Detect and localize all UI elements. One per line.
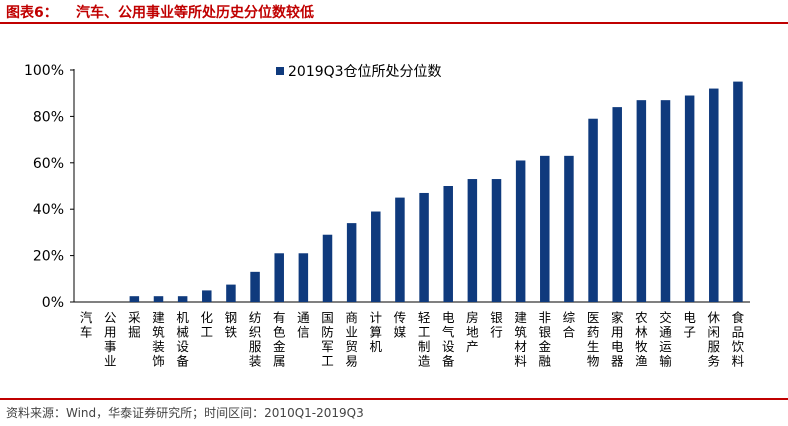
x-category-label: 电子 xyxy=(683,310,696,340)
bar xyxy=(443,186,453,302)
bar xyxy=(153,296,164,302)
x-category-label: 建筑装饰 xyxy=(152,310,165,369)
y-tick-labels: 0% 20% 40% 60% 80% 100% xyxy=(24,63,64,311)
x-category-label: 有色金属 xyxy=(273,310,286,369)
x-category-label: 通信 xyxy=(297,310,310,340)
x-category-label: 化工 xyxy=(201,310,214,340)
x-category-label: 医药生物 xyxy=(587,310,600,369)
y-tick-label: 0% xyxy=(42,295,64,311)
source-note: 资料来源：Wind，华泰证券研究所；时间区间：2010Q1-2019Q3 xyxy=(6,406,364,420)
x-category-label: 公用事业 xyxy=(104,310,117,369)
figure-label: 图表6： xyxy=(6,5,58,21)
bar xyxy=(226,284,236,302)
x-category-label: 计算机 xyxy=(370,310,383,354)
bar xyxy=(636,100,647,302)
bar xyxy=(274,253,284,302)
bar xyxy=(346,223,357,302)
figure-header: 图表6： 汽车、公用事业等所处历史分位数较低 xyxy=(0,0,788,22)
x-category-label: 商业贸易 xyxy=(345,310,358,369)
bar xyxy=(684,95,695,303)
bar xyxy=(588,118,598,302)
figure-title: 汽车、公用事业等所处历史分位数较低 xyxy=(76,5,314,21)
chart-axes xyxy=(70,69,750,303)
bar xyxy=(371,211,381,302)
x-category-label: 电气设备 xyxy=(442,310,455,369)
bar xyxy=(177,296,188,302)
x-category-label: 传媒 xyxy=(394,310,407,340)
bar xyxy=(419,192,429,302)
x-category-label: 休闲服务 xyxy=(708,310,721,369)
x-category-label: 农林牧渔 xyxy=(635,310,648,369)
bar xyxy=(612,107,622,303)
bar xyxy=(202,290,212,302)
y-tick-label: 60% xyxy=(33,156,64,172)
bar xyxy=(322,234,333,302)
x-category-label: 汽车 xyxy=(80,310,93,340)
bar xyxy=(540,155,550,302)
x-category-label: 建筑材料 xyxy=(514,310,527,369)
bar xyxy=(709,88,719,302)
bar xyxy=(250,271,260,302)
bar xyxy=(129,296,140,302)
x-category-label: 轻工制造 xyxy=(418,310,431,369)
x-category-label: 食品饮料 xyxy=(732,310,745,369)
bar xyxy=(395,197,405,302)
x-category-label: 国防军工 xyxy=(321,310,334,369)
x-category-label: 非银金融 xyxy=(539,310,552,369)
x-category-label: 钢铁 xyxy=(225,310,238,340)
x-category-label: 采掘 xyxy=(128,310,141,340)
y-tick-label: 100% xyxy=(24,63,64,79)
bar xyxy=(298,253,309,302)
footer-rule xyxy=(0,398,788,400)
x-category-labels: 汽车公用事业采掘建筑装饰机械设备化工钢铁纺织服装有色金属通信国防军工商业贸易计算… xyxy=(80,310,745,369)
bar xyxy=(660,100,671,302)
bar xyxy=(515,160,526,302)
y-tick-label: 20% xyxy=(33,249,64,265)
x-category-label: 机械设备 xyxy=(176,310,189,369)
x-category-label: 银行 xyxy=(490,310,503,340)
chart-legend: 2019Q3仓位所处分位数 xyxy=(276,64,442,80)
bar xyxy=(491,179,502,302)
bar-chart: 0% 20% 40% 60% 80% 100% 汽车公用事业采掘建筑装饰机械设备化工钢铁纺… xyxy=(24,63,750,369)
legend-label: 2019Q3仓位所处分位数 xyxy=(288,64,442,80)
y-tick-label: 80% xyxy=(33,109,64,125)
chart-bars xyxy=(129,81,743,303)
x-category-label: 交通运输 xyxy=(659,310,672,369)
x-category-label: 家用电器 xyxy=(611,310,624,369)
y-tick-label: 40% xyxy=(33,202,64,218)
bar xyxy=(733,81,743,302)
bar xyxy=(467,179,478,302)
header-rule xyxy=(0,22,788,24)
x-category-label: 纺织服装 xyxy=(249,310,262,369)
x-category-label: 房地产 xyxy=(466,310,479,354)
bar xyxy=(564,155,574,302)
legend-swatch xyxy=(276,67,284,75)
x-category-label: 综合 xyxy=(563,310,576,340)
